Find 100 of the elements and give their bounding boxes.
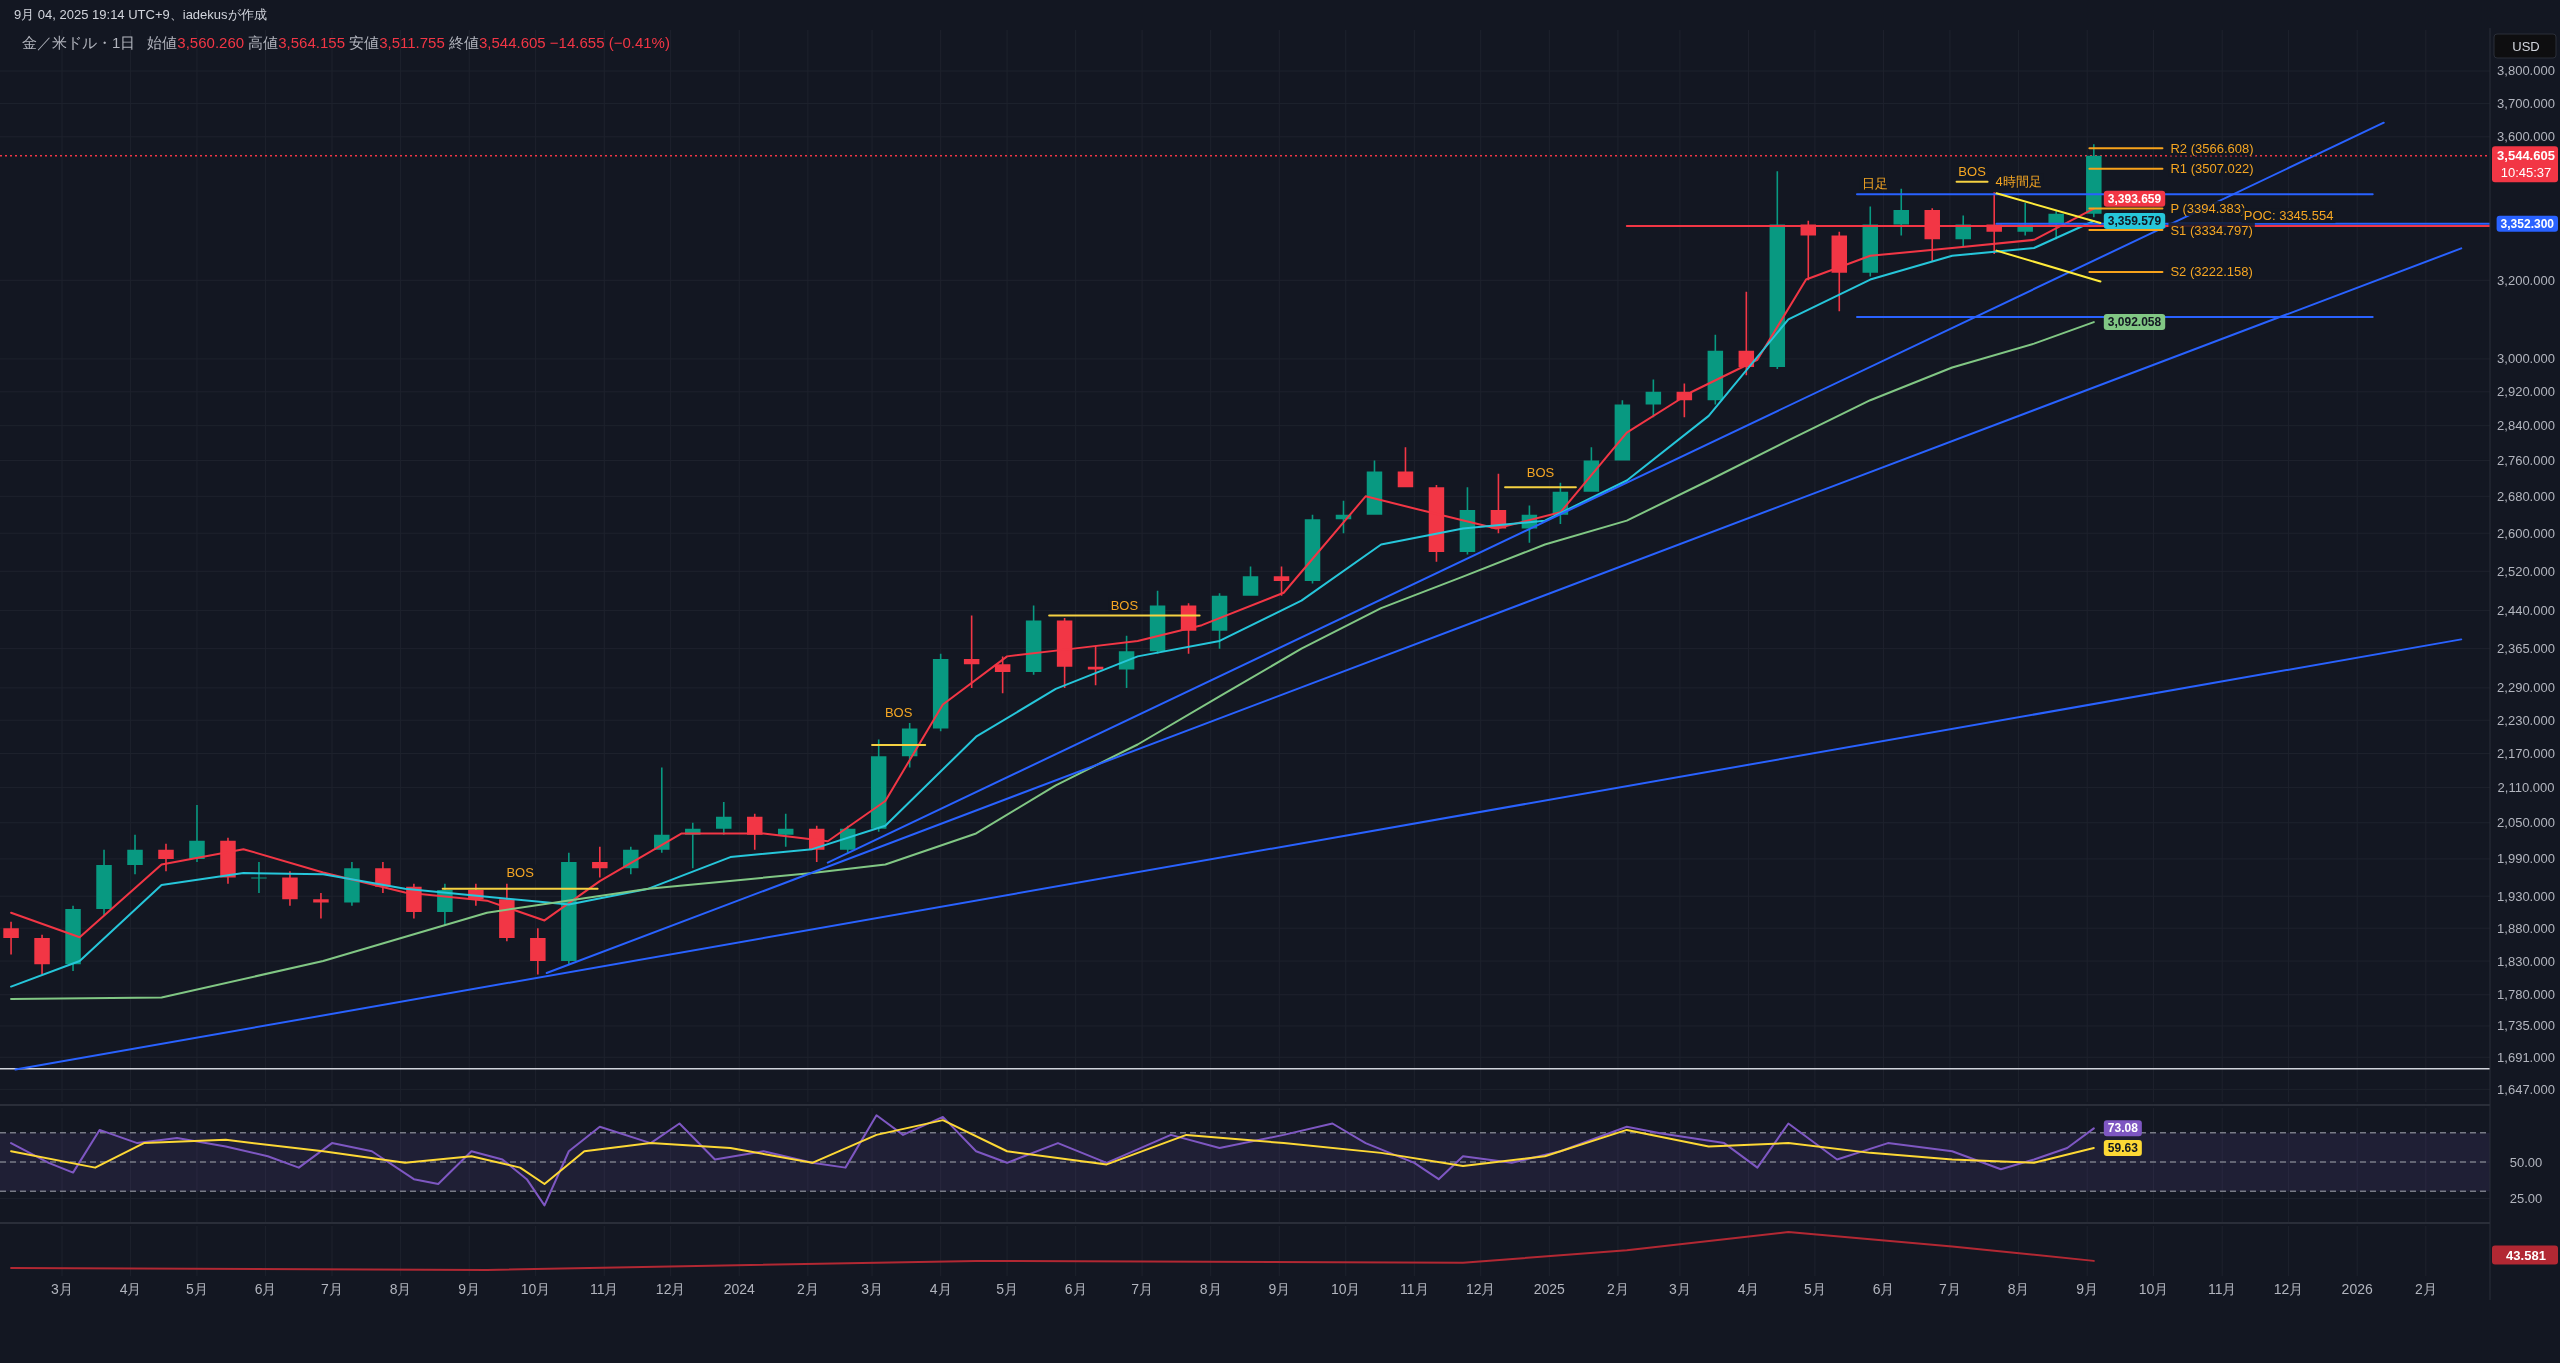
annotation: 4時間足 [1995,173,2042,189]
y-tick-label: 3,800.000 [2497,63,2555,79]
x-tick-label: 6月 [1872,1281,1895,1297]
y-tick-label: 2,290.000 [2497,680,2555,696]
x-tick-label: 9月 [2076,1281,2099,1297]
candlestick [777,813,794,847]
y-tick-label: 2,520.000 [2497,563,2555,579]
x-tick-label: 11月 [1400,1281,1429,1297]
x-tick-label: 6月 [254,1281,277,1297]
x-tick-label: 3月 [1669,1281,1691,1297]
y-tick-label: 1,691.000 [2497,1049,2555,1065]
x-tick-label: 12月 [1465,1281,1496,1297]
candlestick [716,802,732,835]
x-tick-label: 3月 [861,1281,883,1297]
x-tick-label: 3月 [51,1281,73,1297]
y-tick-label: 2,230.000 [2497,712,2555,728]
chart-title: 金／米ドル・1日 [22,34,136,51]
data-label: 59.63 [2107,1141,2139,1155]
candlestick [251,861,267,894]
x-tick-label: 5月 [996,1281,1018,1297]
annotation: BOS [884,705,913,721]
x-tick-label: 7月 [1131,1281,1153,1297]
candlestick [313,893,329,919]
candlestick [1893,188,1909,236]
y-tick-label: 2,440.000 [2497,603,2555,619]
y-tick-label: 3,600.000 [2497,129,2555,145]
candlestick [127,834,143,875]
y-tick-label: 2,840.000 [2497,418,2555,434]
x-tick-label: 12月 [655,1281,686,1297]
x-tick-label: 2026 [2341,1281,2373,1297]
x-tick-label: 4月 [929,1281,952,1297]
annotation: S1 (3334.797) [2170,222,2253,238]
x-tick-label: 8月 [2007,1281,2030,1297]
y-tick-label: 2,365.000 [2497,641,2555,657]
x-tick-label: 4月 [1737,1281,1760,1297]
x-tick-label: 11月 [2207,1281,2237,1297]
annotation: BOS [1958,163,1987,179]
candlestick [344,861,360,906]
y-tick-label: 3,000.000 [2497,351,2555,367]
text: 43.581 [2506,1247,2546,1263]
y-tick-label: 2,680.000 [2497,488,2555,504]
x-tick-label: 12月 [2273,1281,2304,1297]
candlestick [96,849,112,916]
annotation: BOS [1526,465,1555,481]
y-tick-label: 1,990.000 [2497,851,2555,867]
y-tick-label: 2,760.000 [2497,452,2555,468]
data-label: 3,352.300 [2500,216,2555,231]
annotation: BOS [506,864,535,880]
x-tick-label: 6月 [1064,1281,1087,1297]
y-tick-label: 2,600.000 [2497,525,2555,541]
x-tick-label: 2月 [796,1281,819,1297]
line-series [10,1114,2095,1207]
y-axis-title: USD [2512,39,2540,54]
candlestick [189,805,205,862]
y-tick-label: 25.00 [2509,1191,2543,1207]
data-label: 73.08 [2107,1121,2139,1136]
x-tick-label: 2025 [1533,1281,1566,1297]
x-tick-label: 2月 [2414,1281,2437,1297]
x-tick-label: 10月 [2138,1281,2169,1297]
x-tick-label: 10月 [520,1281,551,1297]
y-tick-label: 1,830.000 [2497,953,2555,969]
data-label: 3,393.659 [2107,191,2162,206]
x-tick-label: 2024 [723,1281,756,1297]
text: 始値3,560.260 高値3,564.155 安値3,511.755 終値3,544.605 −14.655 (−0.41%) [147,34,670,51]
x-tick-label: 5月 [186,1281,208,1297]
x-tick-label: 7月 [1939,1281,1961,1297]
data-label: 3,359.579 [2107,214,2162,229]
annotation: 日足 [1861,176,1888,192]
y-tick-label: 3,700.000 [2497,95,2555,111]
x-tick-label: 2月 [1607,1281,1629,1297]
annotation: S2 (3222.158) [2170,264,2253,280]
text: 9月 04, 2025 19:14 UTC+9、iadekusが作成 [14,7,267,22]
y-tick-label: 1,780.000 [2497,987,2555,1003]
x-tick-label: 11月 [589,1281,619,1297]
data-label: 3,092.058 [2107,315,2162,330]
candlestick [592,846,608,878]
y-tick-label: 2,110.000 [2497,780,2555,796]
y-tick-label: 2,170.000 [2497,745,2555,761]
x-tick-label: 4月 [119,1281,142,1297]
candlestick [530,928,546,975]
x-tick-label: 5月 [1804,1281,1826,1297]
candlestick [282,871,298,906]
x-tick-label: 10月 [1330,1281,1361,1297]
annotation: R1 (3507.022) [2170,161,2254,177]
x-tick-label: 8月 [1199,1281,1222,1297]
y-tick-label: 1,930.000 [2497,888,2555,904]
candlestick [158,843,174,872]
x-tick-label: 9月 [1268,1281,1291,1297]
ref-line-label: 3,544.605 10:45:37 [2497,148,2555,181]
candlestick [3,921,19,955]
y-tick-label: 1,647.000 [2497,1081,2555,1097]
x-tick-label: 9月 [458,1281,481,1297]
candlestick [34,934,50,975]
y-tick-label: 3,200.000 [2497,272,2555,288]
annotation: R2 (3566.608) [2170,140,2254,156]
y-tick-label: 1,880.000 [2497,920,2555,936]
x-tick-label: 7月 [321,1281,343,1297]
y-tick-label: 50.00 [2509,1154,2543,1170]
x-tick-label: 8月 [389,1281,412,1297]
line-series [10,1119,2095,1185]
